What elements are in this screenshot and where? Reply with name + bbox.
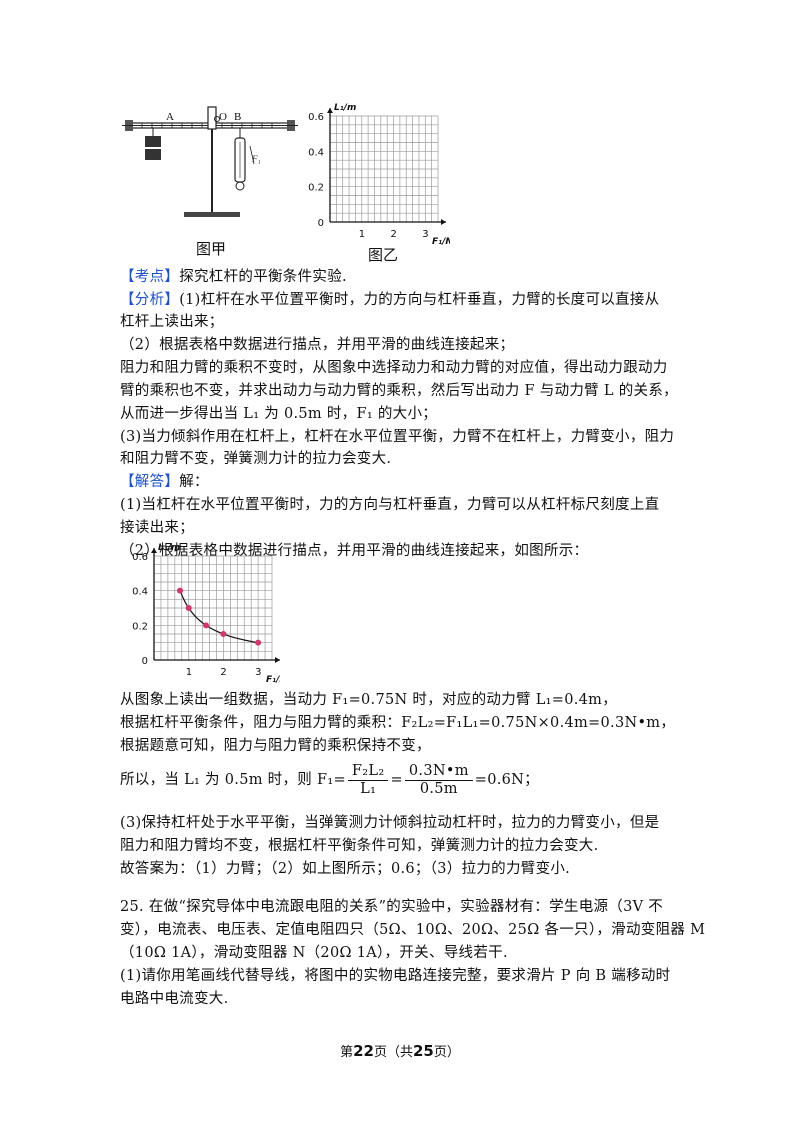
y-tick-label: 0.2 bbox=[308, 183, 324, 194]
fenxi-text-1: (1)杠杆在水平位置平衡时，力的方向与杠杆垂直，力臂的长度可以直接从 bbox=[179, 292, 660, 308]
label-F1-small: F₁ bbox=[251, 154, 261, 164]
fenxi-text-2: （2）根据表格中数据进行描点，并用平滑的曲线连接起来； bbox=[120, 337, 515, 353]
x-tick-label: 3 bbox=[422, 229, 428, 240]
x-tick-label: 3 bbox=[255, 667, 261, 678]
formula-equals: = bbox=[390, 772, 403, 788]
answer-curve-chart: 1 2 3 0 0.2 0.4 0.6 L₁/m F₁/N bbox=[132, 543, 280, 685]
q25-text-2: 变），电流表、电压表、定值电阻四只（5Ω、10Ω、20Ω、25Ω 各一只），滑动… bbox=[120, 922, 706, 938]
data-point bbox=[255, 639, 262, 646]
y-tick-label: 0.4 bbox=[132, 587, 148, 598]
fenxi-text-4: 臂的乘积也不变，并求出动力与动力臂的乘积，然后写出动力 F 与动力臂 L 的关系… bbox=[120, 383, 678, 399]
y-tick-label: 0 bbox=[142, 656, 148, 667]
y-axis-label: L₁/m bbox=[334, 103, 356, 113]
label-A: A bbox=[166, 111, 174, 123]
x-tick-label: 1 bbox=[186, 667, 192, 678]
y-tick-label: 0.4 bbox=[308, 147, 324, 158]
y-tick-label: 0 bbox=[318, 218, 324, 229]
formula-result: =0.6N； bbox=[474, 772, 539, 788]
q25-text-4: (1)请你用笔画线代替导线，将图中的实物电路连接完整，要求滑片 P 向 B 端移… bbox=[120, 968, 671, 984]
x-axis-arrow bbox=[275, 657, 280, 663]
fenxi-text-1b: 杠杆上读出来； bbox=[120, 314, 224, 330]
caption-left: 图甲 bbox=[196, 240, 227, 258]
q25-text-5: 电路中电流变大. bbox=[120, 991, 229, 1007]
data-point bbox=[177, 587, 184, 594]
fraction-numeric: 0.3N•m 0.5m bbox=[404, 763, 473, 798]
q25-text-3: （10Ω 1A），滑动变阻器 N（20Ω 1A），开关、导线若干. bbox=[120, 945, 508, 961]
fit-curve bbox=[179, 590, 259, 644]
fenxi-text-5: 从而进一步得出当 L₁ 为 0.5m 时，F₁ 的大小； bbox=[120, 406, 438, 422]
fenxi-text-3: 阻力和阻力臂的乘积不变时，从图象中选择动力和动力臂的对应值，得出动力跟动力 bbox=[120, 360, 668, 376]
fraction-symbolic-numerator: F₂L₂ bbox=[347, 763, 389, 781]
y-tick-label: 0.2 bbox=[132, 621, 148, 632]
empty-grid-chart: 1 2 3 0 0.2 0.4 0.6 L₁/m F₁/N bbox=[308, 103, 450, 247]
jieda-text: 解： bbox=[179, 474, 209, 490]
lever-apparatus-figure: A O B F₁ bbox=[122, 106, 298, 217]
y-tick-label: 0.6 bbox=[132, 552, 148, 563]
jieda-text-9: 故答案为：（1）力臂；（2）如上图所示；0.6；（3）拉力的力臂变小. bbox=[120, 861, 571, 877]
x-tick-label: 2 bbox=[220, 667, 226, 678]
fenxi-tag: 【分析】 bbox=[120, 292, 180, 308]
data-point bbox=[220, 631, 227, 637]
kaodian-tag: 【考点】 bbox=[120, 269, 180, 285]
footer-pre: 第 bbox=[340, 1045, 354, 1060]
formula-prefix: 所以，当 L₁ 为 0.5m 时，则 F₁= bbox=[120, 772, 346, 788]
jieda-text-5: 根据题意可知，阻力与阻力臂的乘积保持不变， bbox=[120, 738, 431, 754]
y-axis-arrow bbox=[151, 548, 157, 553]
x-tick-label: 1 bbox=[359, 229, 365, 240]
fenxi-text-6: (3)当力倾斜作用在杠杆上，杠杆在水平位置平衡，力臂不在杠杆上，力臂变小，阻力 bbox=[120, 429, 675, 445]
fraction-numeric-numerator: 0.3N•m bbox=[404, 763, 473, 781]
x-tick-label: 2 bbox=[391, 229, 397, 240]
data-point bbox=[185, 605, 192, 611]
data-point bbox=[203, 622, 210, 629]
fraction-symbolic-denominator: L₁ bbox=[360, 780, 377, 797]
footer-mid: 页（共 bbox=[373, 1045, 413, 1060]
jieda-text-2: （2）根据表格中数据进行描点，并用平滑的曲线连接起来，如图所示： bbox=[120, 543, 589, 559]
footer-total-pages: 25 bbox=[413, 1042, 434, 1060]
fraction-numeric-denominator: 0.5m bbox=[419, 780, 458, 797]
jieda-tag: 【解答】 bbox=[120, 474, 180, 490]
q25-text-1: 25. 在做“探究导体中电流跟电阻的关系”的实验中，实验器材有：学生电源（3V … bbox=[120, 899, 664, 915]
fenxi-line: 【分析】(1)杠杆在水平位置平衡时，力的方向与杠杆垂直，力臂的长度可以直接从 bbox=[120, 290, 659, 310]
jieda-text-3: 从图象上读出一组数据，当动力 F₁=0.75N 时，对应的动力臂 L₁=0.4m… bbox=[120, 692, 618, 708]
fenxi-text-7: 和阻力臂不变，弹簧测力计的拉力会变大. bbox=[120, 451, 392, 467]
caption-right: 图乙 bbox=[368, 246, 399, 264]
label-O: O bbox=[219, 111, 227, 123]
jieda-text-1b: 接读出来； bbox=[120, 520, 194, 536]
jieda-text-4: 根据杠杆平衡条件，阻力与阻力臂的乘积：F₂L₂=F₁L₁=0.75N×0.4m=… bbox=[120, 715, 676, 731]
x-axis-label: F₁/N bbox=[266, 675, 280, 685]
jieda-text-1: (1)当杠杆在水平位置平衡时，力的方向与杠杆垂直，力臂可以从杠杆标尺刻度上直 bbox=[120, 497, 660, 513]
y-axis-label: L₁/m bbox=[158, 543, 180, 553]
footer-post: 页） bbox=[433, 1045, 460, 1060]
footer-page-number: 22 bbox=[353, 1042, 374, 1060]
y-axis-arrow bbox=[327, 108, 333, 113]
page-footer: 第22页（共25页） bbox=[0, 1041, 800, 1060]
label-B: B bbox=[234, 111, 241, 123]
formula-line: 所以，当 L₁ 为 0.5m 时，则 F₁= F₂L₂ L₁ = 0.3N•m 0.5m =… bbox=[120, 762, 539, 798]
fraction-symbolic: F₂L₂ L₁ bbox=[347, 763, 389, 798]
jieda-line: 【解答】解： bbox=[120, 472, 209, 492]
y-tick-label: 0.6 bbox=[308, 112, 324, 123]
x-axis-arrow bbox=[441, 219, 446, 225]
jieda-text-7: (3)保持杠杆处于水平平衡，当弹簧测力计倾斜拉动杠杆时，拉力的力臂变小，但是 bbox=[120, 815, 660, 831]
kaodian-line: 【考点】探究杠杆的平衡条件实验. bbox=[120, 267, 347, 287]
kaodian-text: 探究杠杆的平衡条件实验. bbox=[179, 269, 347, 285]
x-axis-label: F₁/N bbox=[432, 237, 450, 247]
jieda-text-8: 阻力和阻力臂均不变，根据杠杆平衡条件可知，弹簧测力计的拉力会变大. bbox=[120, 838, 599, 854]
